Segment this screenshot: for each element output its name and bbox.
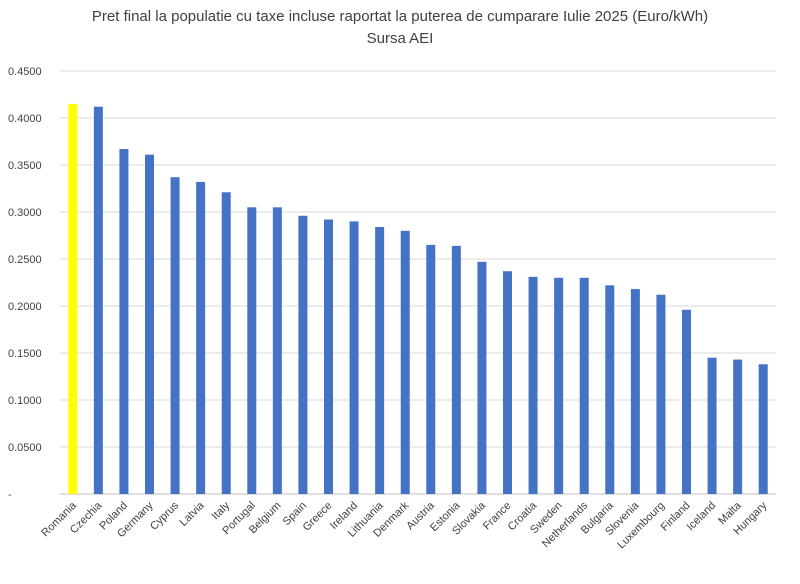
- bar-germany: [145, 154, 154, 494]
- y-tick-label: 0.3000: [8, 207, 42, 219]
- bar-latvia: [196, 181, 206, 495]
- y-tick-label: 0.4500: [8, 66, 42, 78]
- bar-malta: [733, 359, 743, 494]
- bar-slovenia: [630, 289, 640, 494]
- bar-croatia: [528, 276, 538, 494]
- x-category-label: Greece: [301, 500, 335, 534]
- bar-luxembourg: [656, 294, 666, 494]
- y-tick-label: 0.2500: [8, 254, 42, 266]
- y-tick-label: 0.1000: [8, 395, 42, 407]
- bar-italy: [221, 192, 231, 494]
- bar-netherlands: [579, 277, 589, 494]
- y-tick-label: -: [8, 489, 12, 501]
- bar-hungary: [758, 364, 768, 494]
- bar-spain: [298, 215, 308, 494]
- y-tick-label: 0.1500: [8, 348, 42, 360]
- bar-portugal: [247, 207, 257, 495]
- bar-iceland: [707, 357, 717, 494]
- bar-denmark: [400, 230, 410, 495]
- bar-lithuania: [375, 227, 385, 495]
- bar-estonia: [451, 245, 461, 494]
- y-tick-label: 0.4000: [8, 113, 42, 125]
- bar-cyprus: [170, 177, 180, 494]
- bar-greece: [324, 219, 333, 494]
- bar-romania: [68, 103, 78, 495]
- x-category-label: Cyprus: [148, 499, 181, 532]
- y-tick-label: 0.2000: [8, 301, 42, 313]
- bar-bulgaria: [605, 285, 615, 494]
- bar-belgium: [272, 207, 282, 495]
- bar-finland: [682, 309, 691, 494]
- y-tick-label: 0.3500: [8, 160, 42, 172]
- bar-ireland: [349, 221, 359, 494]
- bar-france: [503, 271, 512, 494]
- y-tick-label: 0.0500: [8, 442, 42, 454]
- chart-title: Pret final la populatie cu taxe incluse …: [91, 8, 709, 25]
- chart-subtitle: Sursa AEI: [366, 30, 434, 47]
- bar-poland: [119, 149, 129, 494]
- bar-sweden: [554, 277, 564, 494]
- x-category-label: Iceland: [685, 500, 719, 534]
- bar-czechia: [93, 106, 103, 494]
- bar-austria: [426, 244, 436, 494]
- x-category-label: Latvia: [178, 499, 208, 529]
- bar-slovakia: [477, 261, 487, 494]
